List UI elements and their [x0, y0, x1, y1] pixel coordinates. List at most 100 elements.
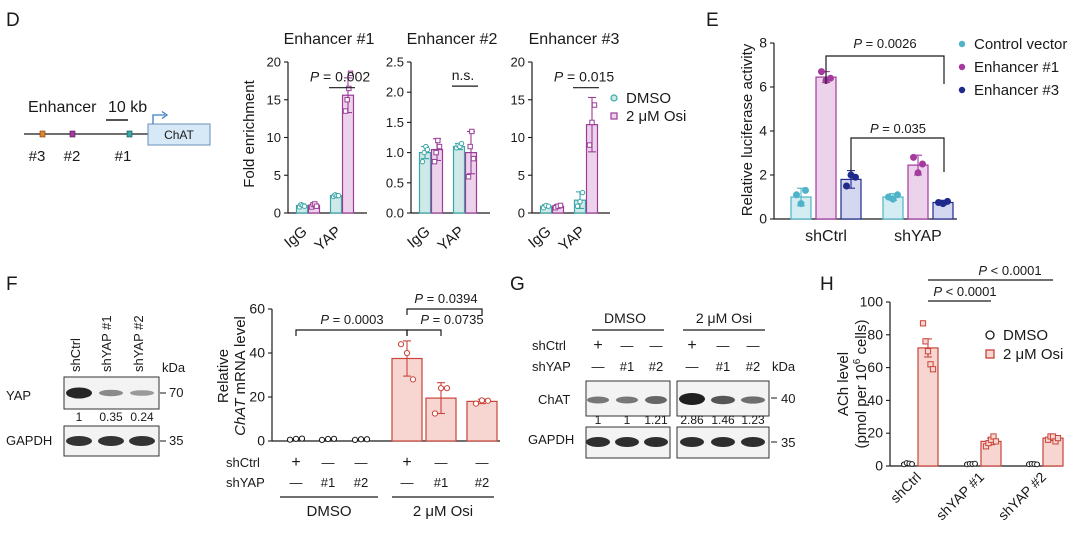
- h-ylabel2-sup: 6: [852, 358, 863, 364]
- g-band: [616, 396, 638, 404]
- e-pval-1-value: = 0.0026: [862, 36, 917, 51]
- f-kda-gapdh: 35: [169, 433, 183, 448]
- g-condition-mark: —: [747, 338, 760, 353]
- e-point: [852, 173, 859, 181]
- legend-h: DMSO 2 μM Osi: [985, 327, 1063, 363]
- d3-point: [579, 189, 586, 196]
- e-point: [889, 195, 897, 203]
- f-point: [298, 435, 306, 442]
- e-y-tick-label: 0: [759, 211, 767, 227]
- legend-h-osi-label: 2 μM Osi: [1003, 346, 1063, 363]
- f-condition-mark: #2: [475, 475, 489, 490]
- f-ylabel-top: Relative: [215, 349, 232, 403]
- f-bar: [466, 400, 498, 442]
- e-point: [843, 182, 850, 190]
- g-row-shctrl: shCtrl: [532, 338, 566, 353]
- f-point: [437, 385, 445, 392]
- panel-letter-e: E: [706, 10, 719, 31]
- e-pval-2-p: P: [870, 121, 879, 136]
- enhancer-site-2: [69, 130, 76, 138]
- d2-point: [469, 128, 475, 135]
- g-row-shyap: shYAP: [532, 359, 571, 374]
- h-pval-2-value: < 0.0001: [942, 284, 997, 299]
- f-point: [363, 436, 371, 443]
- g-condition-mark: #1: [716, 359, 730, 374]
- d-ylabel: Fold enrichment: [241, 79, 258, 187]
- d1-y-tick-label: 15: [267, 92, 281, 107]
- e-y-tick-label: 2: [759, 167, 767, 183]
- e-point: [802, 186, 809, 194]
- f-point: [403, 349, 411, 357]
- d3-point: [589, 119, 595, 126]
- d1-y-tick-label: 0: [274, 206, 281, 221]
- f-lane-3: shYAP #2: [131, 315, 146, 372]
- h-pval-1: P < 0.0001: [978, 263, 1041, 278]
- g-band: [741, 437, 765, 447]
- enhancer-site-3: [39, 130, 46, 138]
- g-band: [711, 395, 735, 405]
- g-band: [615, 437, 639, 447]
- g-band: [741, 396, 765, 404]
- legend-control-label: Control vector: [974, 36, 1067, 53]
- g-condition-mark: —: [717, 338, 730, 353]
- chat-gene-label: ChAT: [164, 128, 194, 142]
- panel-letter-d: D: [6, 10, 20, 31]
- f-point: [409, 376, 417, 383]
- d3-y-tick-label: 0: [518, 206, 525, 221]
- legend-enh3-label: Enhancer #3: [974, 82, 1059, 99]
- d2-annotation: n.s.: [452, 67, 475, 83]
- f-quant-2: 0.35: [99, 410, 123, 424]
- g-band: [645, 396, 667, 404]
- h-y-tick-label: 100: [860, 294, 884, 310]
- g-condition-mark: —: [621, 338, 634, 353]
- g-blot-label-gapdh: GAPDH: [528, 432, 574, 447]
- h-point: [992, 438, 1000, 445]
- d3-y-tick-label: 10: [511, 130, 525, 145]
- f-pval-3-p: P: [420, 312, 429, 327]
- g-condition-mark: #2: [746, 359, 760, 374]
- h-point: [929, 366, 937, 373]
- e-pval-2-value: = 0.035: [879, 121, 926, 136]
- d1-point: [347, 70, 354, 77]
- f-blot-label-gapdh: GAPDH: [6, 433, 52, 448]
- blot-g: DMSO 2 μM Osi shCtrl shYAP + — — + — — — #1 #2 — #…: [528, 310, 796, 459]
- legend-h-osi-marker: [985, 349, 995, 359]
- h-ylabel2-post: cells): [853, 320, 870, 359]
- schematic-title: Enhancer: [28, 99, 97, 116]
- d1-annotation-value: = 0.002: [319, 69, 370, 85]
- f-point: [484, 397, 492, 404]
- d2-point: [465, 174, 472, 180]
- tss-arrowhead-icon: [161, 110, 169, 120]
- f-pval-1: P = 0.0003: [320, 312, 383, 327]
- d2-point: [431, 158, 438, 165]
- legend-dmso-label: DMSO: [626, 90, 671, 107]
- f-bracket-2: [406, 308, 483, 315]
- e-ylabel: Relative luciferase activity: [739, 43, 756, 216]
- g-quant-value: 1: [624, 413, 631, 427]
- f-point: [330, 435, 338, 442]
- f-point: [286, 436, 294, 443]
- h-pval-2: P < 0.0001: [933, 284, 996, 299]
- d3-point: [574, 203, 581, 209]
- d2-bar: [452, 145, 466, 214]
- d2-point: [435, 137, 441, 144]
- f-point: [324, 435, 332, 443]
- f-ylabel: ChAT mRNA level: [232, 316, 249, 436]
- f-condition-mark: —: [401, 475, 414, 490]
- f-y-tick-label: 60: [249, 301, 265, 317]
- d3-point: [557, 202, 564, 209]
- f-condition-mark: #1: [434, 475, 448, 490]
- f-bar: [391, 357, 423, 442]
- f-y-tick-label: 40: [249, 345, 265, 361]
- f-bracket-1: [295, 329, 408, 336]
- tss-arrow-icon: [152, 114, 165, 124]
- f-group-dmso: DMSO: [307, 503, 352, 520]
- f-point: [472, 400, 480, 407]
- f-condition-mark: #1: [321, 475, 335, 490]
- g-quant-value: 1.21: [644, 413, 668, 427]
- d2-y-tick-label: 2.0: [386, 85, 404, 100]
- g-band: [680, 437, 704, 447]
- h-point: [922, 338, 929, 345]
- f-condition-mark: —: [322, 455, 335, 470]
- f-point: [431, 410, 439, 417]
